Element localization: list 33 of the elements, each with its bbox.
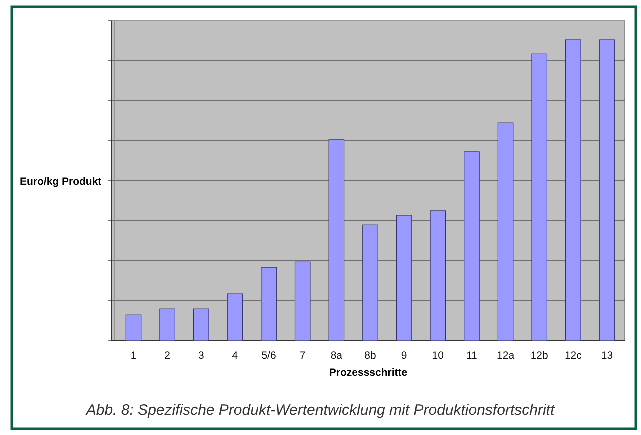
bar (464, 152, 480, 342)
x-tick-label: 12b (530, 350, 549, 362)
x-tick-label: 1 (130, 350, 137, 362)
bar (498, 122, 514, 342)
bar (227, 294, 244, 342)
bar (599, 40, 616, 342)
bar (566, 40, 582, 342)
bar (126, 314, 142, 342)
x-tick-label: 5/6 (262, 350, 276, 362)
bar (328, 140, 345, 342)
y-axis-title: Euro/kg Produkt (20, 176, 102, 188)
x-tick-label: 9 (401, 350, 408, 362)
x-tick-label: 11 (466, 350, 478, 362)
bar (160, 308, 176, 342)
x-axis-title: Prozessschritte (329, 367, 408, 379)
x-tick-label: 2 (164, 350, 171, 362)
x-tick-label: 8b (364, 350, 376, 362)
bar (362, 224, 378, 342)
caption: Abb. 8: Spezifische Produkt-Wertentwicklung mit Produktionsfortschritt (85, 402, 556, 419)
bar (430, 210, 446, 342)
x-tick-label: 4 (232, 350, 238, 362)
x-tick-label: 3 (198, 350, 204, 362)
bar (396, 215, 412, 342)
bar (532, 54, 548, 342)
x-tick-label: 12c (564, 350, 582, 362)
x-tick-label: 10 (432, 350, 444, 362)
bar (294, 262, 311, 342)
x-tick-label: 8a (330, 350, 343, 362)
bar (193, 308, 210, 342)
bar (261, 267, 277, 342)
x-tick-label: 12a (497, 350, 515, 362)
x-tick-label: 7 (300, 350, 306, 362)
x-tick-label: 13 (601, 350, 614, 362)
